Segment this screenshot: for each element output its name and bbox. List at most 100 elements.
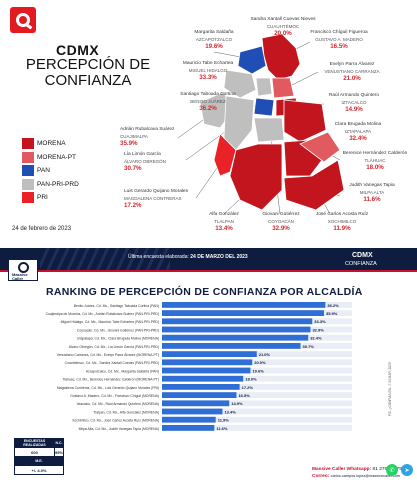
value-label: 17.2% [242,385,254,390]
legend-swatch [22,192,34,204]
legend-item-pri: PRI [22,191,74,205]
value-label: 32.4% [310,336,322,341]
callout-pct: 21.0% [343,75,361,82]
category-label: Benito Juárez, Cd. Mx., Santiago Taboada… [74,304,159,308]
category-label: Azcapotzalco, Cd. Mx., Margarita Saldaña… [86,369,159,373]
legend-label: PAN [37,167,50,175]
value-label: 11.6% [216,426,228,431]
callout-name: Francisco Chíguil Figueroa [310,30,368,35]
survey-stats-table: ENCUESTAS REALIZADAS N.C. 600 95% M.E. +… [14,438,65,475]
alcaldias-map [177,33,345,215]
callout-cuajimalpa: Adrián Rubalcava Suárez CUAJIMALPA 35.9% [120,126,178,147]
value-label: 16.5% [238,393,250,398]
value-label: 36.2% [327,303,339,308]
callout-pct: 11.9% [333,225,351,232]
callout-name: Sandra Xantall Cuevas Nieves [250,17,316,22]
callout-pct: 14.9% [345,106,363,113]
callout-coyoacan: Giovani Gutiérrez COYOACÁN 32.9% [256,211,306,232]
callout-name: Margarita Saldaña [194,30,234,35]
page-subtitle: PERCEPCIÓN DE CONFIANZA [25,56,151,89]
callout-name: Clara Brugada Molina [334,122,382,127]
callout-pct: 33.3% [199,74,217,81]
legend-item-morena-pt: MORENA-PT [22,151,76,165]
bar [162,359,253,366]
callout-iztacalco: Raúl Armando Quintero IZTACALCO 14.9% [324,92,384,113]
bar-track [162,367,352,374]
callout-pct: 36.2% [199,105,217,112]
magnifier-icon [16,13,30,27]
callout-name: Santiago Taboada Cortina [180,92,236,97]
category-label: Álvaro Obregón, Cd. Mx., Lía Limón Garcí… [69,345,159,349]
callout-xochimilco: José Carlos Acosta Ruíz XOCHIMILCO 11.9% [310,211,374,232]
value-label: 35.9% [326,311,338,316]
bar [162,384,240,390]
bar [162,416,216,423]
callout-alvaro-obregon: Lía Limón García ÁLVARO OBREGÓN 30.7% [124,151,186,172]
legend-swatch [22,138,34,150]
bar-track [162,400,352,407]
side-note: P.E. ¿CONFIÁS EN...? 24 MAR. 2023 [388,298,394,418]
bar [162,310,324,316]
callout-pct: 32.4% [349,135,367,142]
callout-alcaldia: BENITO JUÁREZ [190,99,226,104]
legend-item-pan-pri-prd: PAN-PRI-PRD [22,178,79,192]
callout-name: Berenice Hernández Calderón [342,151,408,156]
callout-pct: 20.0% [274,30,292,37]
district-gustavo-a-madero [261,33,301,81]
district-azcapotzalco [237,45,267,75]
callout-alcaldia: TLALPAN [214,219,234,224]
callout-name: Evelyn Parra Álvarez [329,62,375,67]
whatsapp-icon[interactable]: ✆ [386,464,398,476]
map-panel: CDMX PERCEPCIÓN DE CONFIANZA [0,0,417,248]
legend-swatch [22,151,34,163]
bar [162,392,237,398]
survey-stats-header-2: M.E. [14,456,64,466]
callout-pct: 19.6% [205,43,223,50]
district-tlahuac [299,131,341,163]
callout-pct: 35.9% [120,140,138,147]
survey-stats-values-2: +/- 4.0% [14,465,64,475]
ranking-title: RANKING DE PERCEPCIÓN DE CONFIANZA POR A… [46,286,363,298]
poll-date-line: Última encuesta elaborada: 24 DE MARZO D… [128,254,248,260]
contact-email[interactable]: carlos.campos.lopez@massivecaller.com [330,474,401,478]
category-label: Miguel Hidalgo, Cd. Mx., Mauricio Tabe E… [61,320,159,324]
callout-pct: 30.7% [124,165,142,172]
callout-cuauhtemoc: Sandra Xantall Cuevas Nieves CUAUHTÉMOC 20… [250,16,316,37]
bar-track [162,384,352,390]
telegram-icon[interactable]: ➤ [401,464,413,476]
bar [162,375,244,382]
category-label: Gustavo A. Madero, Cd. Mx., Francisco Ch… [70,394,159,398]
callout-pct: 18.0% [366,164,384,171]
side-note-text: P.E. ¿CONFIÁS EN...? 24 MAR. 2023 [388,362,392,416]
district-iztapalapa [283,99,327,143]
bar [162,351,257,357]
value-label: 21.0% [259,352,271,357]
district-venustiano-carranza [271,77,295,99]
value-label: 14.9% [231,401,243,406]
value-label: 32.9% [312,327,324,332]
legend-label: MORENA-PT [37,153,76,161]
massive-caller-logo: Massive Caller [8,259,38,281]
callout-alcaldia: CUAUHTÉMOC [266,24,300,29]
legend-swatch [22,178,34,190]
callout-magdalena-contreras: Luis Gerardo Quijano Morales MAGDALENA CO… [124,188,196,209]
legend-item-morena: MORENA [22,137,74,151]
bar [162,425,215,431]
stats-value-cell: 95% [53,447,65,457]
callout-miguel-hidalgo: Mauricio Tabe Echartea MIGUEL HIDALGO 33.3… [180,60,236,81]
callout-alcaldia: IZTACALCO [341,100,367,105]
value-label: 20.0% [254,360,266,365]
callout-azcapotzalco: Margarita Saldaña AZCAPOTZALCO 19.6% [184,29,244,50]
legend-item-pan: PAN [22,164,74,178]
bar-track [162,351,352,357]
contact-email-label: Correo: [312,474,330,479]
value-label: 33.3% [314,319,326,324]
callout-pct: 16.5% [330,43,348,50]
legend-swatch [22,165,34,177]
category-label: Venustiano Carranza, Cd. Mx., Evelyn Par… [57,353,159,357]
district-tlalpan [229,143,283,211]
category-label: Iztacalco, Cd. Mx., Raúl Armando Quinter… [77,402,159,406]
contact-email-line: Correo: carlos.campos.lopez@massivecalle… [312,473,402,480]
category-label: Iztapalapa, Cd. Mx., Clara Brugada Molin… [77,337,159,341]
